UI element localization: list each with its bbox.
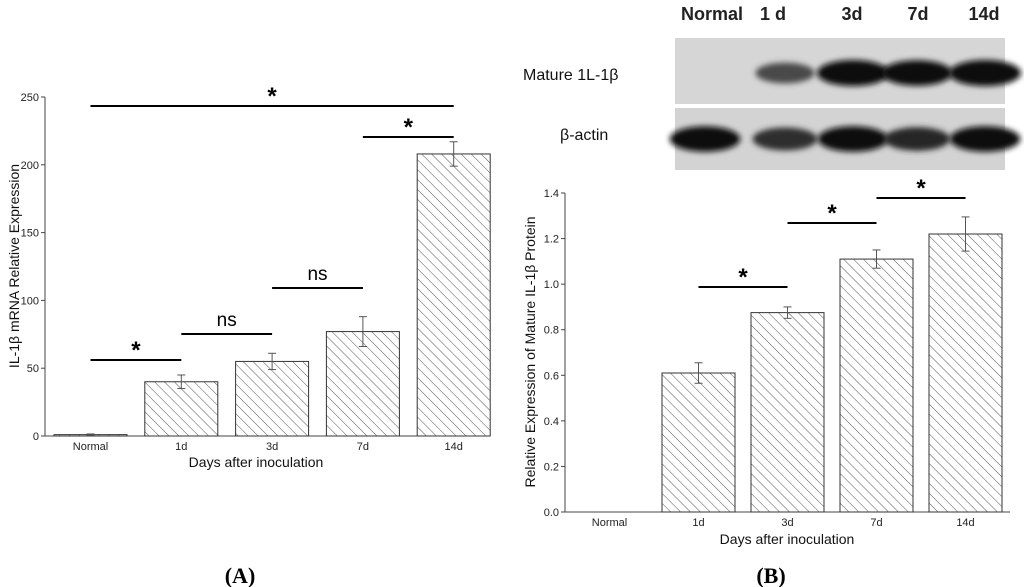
blot-band-row0-lane4 bbox=[949, 60, 1021, 86]
chart-b-ytick-label-7: 1.4 bbox=[544, 188, 559, 200]
chart-a-sig-label-1: ns bbox=[217, 310, 237, 331]
chart-b-ytick-label-3: 0.6 bbox=[544, 370, 559, 382]
chart-b-category-1d: 1d bbox=[692, 517, 704, 529]
chart-a-bar-7d bbox=[325, 331, 400, 437]
blot-lane-label-4: 14d bbox=[968, 4, 999, 24]
chart-a-sig-label-2: ns bbox=[307, 264, 327, 285]
chart-b-bar-14d bbox=[928, 233, 1003, 513]
blot-band-row1-lane1 bbox=[752, 127, 818, 151]
chart-a-xlabel: Days after inoculation bbox=[189, 454, 324, 470]
blot-lane-label-1: 1 d bbox=[760, 4, 786, 24]
chart-a-ytick-label-5: 250 bbox=[21, 92, 39, 104]
blot-lane-labels: Normal 1 d 3d 7d 14d bbox=[681, 4, 1000, 24]
panel-a-letter: A bbox=[232, 563, 248, 587]
chart-a-category-7d: 7d bbox=[357, 441, 369, 453]
blot-band-row0-lane3 bbox=[881, 60, 953, 86]
chart-b-category-14d: 14d bbox=[956, 517, 974, 529]
chart-a-ylabel: IL-1β mRNA Relative Expression bbox=[6, 164, 22, 368]
panel-label-a: (A) bbox=[225, 563, 256, 587]
chart-b-bar-1d bbox=[661, 372, 736, 513]
chart-a-category-Normal: Normal bbox=[73, 441, 108, 453]
chart-b-sig-label-0: * bbox=[738, 264, 748, 291]
chart-b-ylabel: Relative Expression of Mature IL-1β Prot… bbox=[522, 216, 538, 487]
chart-a-ytick-label-4: 200 bbox=[21, 160, 39, 172]
chart-b-ytick-label-2: 0.4 bbox=[544, 416, 559, 428]
chart-a-ytick-label-0: 0 bbox=[33, 431, 39, 443]
blot-row-label-actin: β-actin bbox=[560, 127, 608, 144]
chart-a-sig-label-0: * bbox=[131, 337, 141, 364]
chart-b-category-7d: 7d bbox=[870, 517, 882, 529]
chart-b-ytick-label-1: 0.2 bbox=[544, 461, 559, 473]
chart-a-bar-3d bbox=[235, 360, 310, 437]
blot-band-row1-lane3 bbox=[883, 127, 951, 151]
chart-a-bar-14d bbox=[416, 153, 491, 437]
chart-b-ytick-label-4: 0.8 bbox=[544, 325, 559, 337]
chart-b: 0.0 0.2 0.4 0.6 0.8 1.0 1.2 1.4 Normal 1d 3d 7d 14d… bbox=[522, 175, 1010, 587]
chart-a-sig-label-3: * bbox=[404, 114, 414, 141]
blot-lane-label-3: 7d bbox=[907, 4, 928, 24]
chart-b-xlabel: Days after inoculation bbox=[720, 531, 855, 547]
blot-bands bbox=[669, 60, 1021, 152]
chart-b-category-3d: 3d bbox=[781, 517, 793, 529]
blot-lane-label-2: 3d bbox=[841, 4, 862, 24]
chart-a-category-1d: 1d bbox=[175, 441, 187, 453]
blot-band-row0-lane1 bbox=[755, 62, 815, 84]
chart-b-category-Normal: Normal bbox=[592, 517, 627, 529]
blot-band-row1-lane2 bbox=[817, 126, 889, 152]
chart-a-ytick-label-2: 100 bbox=[21, 295, 39, 307]
chart-b-sig-label-1: * bbox=[827, 200, 837, 227]
chart-a-bar-1d bbox=[144, 381, 219, 437]
chart-a-ytick-label-1: 50 bbox=[27, 363, 39, 375]
chart-a-sig-label-4: * bbox=[267, 83, 277, 110]
blot-band-row1-lane4 bbox=[949, 126, 1021, 152]
chart-b-sig-label-2: * bbox=[916, 175, 926, 202]
chart-b-bar-3d bbox=[750, 312, 825, 513]
chart-a-category-14d: 14d bbox=[445, 441, 463, 453]
panel-label-b: (B) bbox=[756, 563, 785, 587]
chart-b-bar-7d bbox=[839, 258, 914, 513]
chart-a-ytick-label-3: 150 bbox=[21, 228, 39, 240]
blot-row-label-mature: Mature 1L-1β bbox=[523, 67, 618, 84]
blot-band-row0-lane2 bbox=[817, 60, 889, 86]
chart-b-ytick-label-5: 1.0 bbox=[544, 279, 559, 291]
chart-a-category-3d: 3d bbox=[266, 441, 278, 453]
blot-lane-label-0: Normal bbox=[681, 4, 743, 24]
chart-b-ytick-label-0: 0.0 bbox=[544, 507, 559, 519]
chart-b-ytick-label-6: 1.2 bbox=[544, 234, 559, 246]
panel-b-letter: B bbox=[764, 563, 779, 587]
western-blot: Normal 1 d 3d 7d 14d Mature 1L-1β β-actin bbox=[523, 4, 1021, 170]
blot-band-row1-lane0 bbox=[669, 126, 741, 152]
